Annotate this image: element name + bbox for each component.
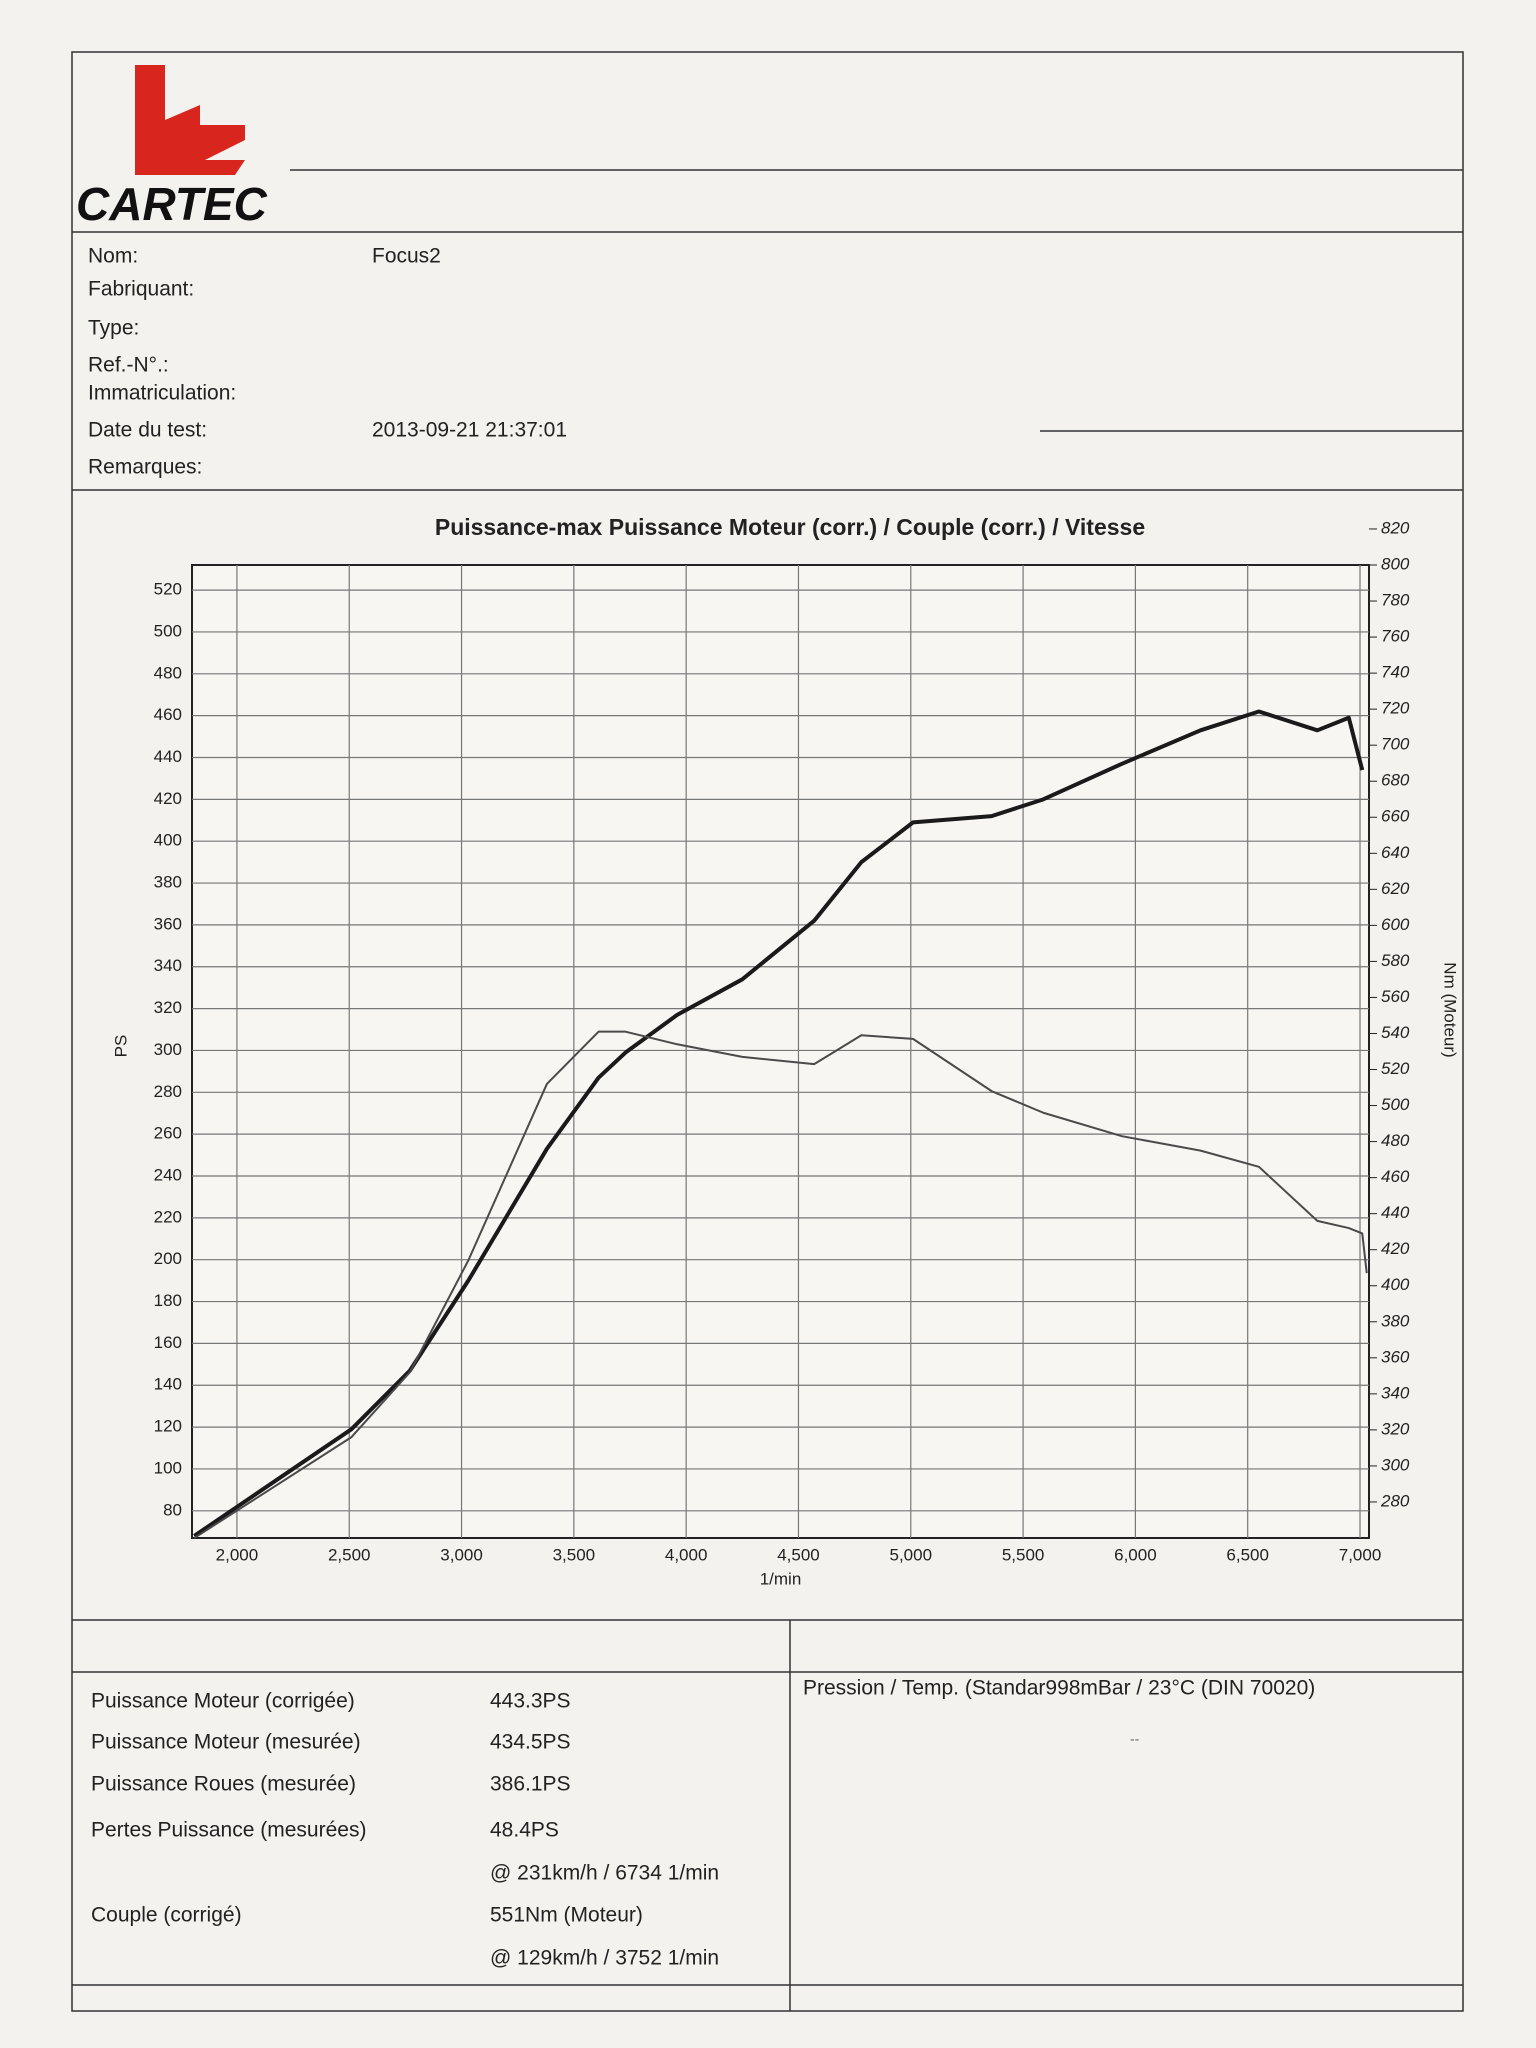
y-axis-label: PS [111, 1035, 130, 1058]
result-label: Puissance Moteur (corrigée) [91, 1690, 355, 1713]
y-tick-label: 440 [154, 747, 182, 766]
y-tick-label: 520 [154, 580, 182, 599]
y2-tick-label: 360 [1381, 1347, 1410, 1366]
y2-tick-label: 400 [1381, 1275, 1410, 1294]
y2-tick-label: 560 [1381, 987, 1410, 1006]
y-tick-label: 280 [154, 1082, 182, 1101]
y2-tick-label: 460 [1381, 1167, 1410, 1186]
y-tick-label: 320 [154, 998, 182, 1017]
y-tick-label: 80 [163, 1500, 182, 1519]
y-tick-label: 400 [154, 831, 182, 850]
logo-text: CARTEC [76, 178, 268, 230]
field-value: Focus2 [372, 245, 441, 268]
x-tick-label: 6,000 [1114, 1545, 1157, 1564]
y2-tick-label: 720 [1381, 699, 1410, 718]
y-tick-label: 360 [154, 914, 182, 933]
y-tick-label: 380 [154, 873, 182, 892]
y-tick-label: 500 [154, 621, 182, 640]
x-tick-label: 2,500 [328, 1545, 371, 1564]
x-axis-label: 1/min [760, 1569, 802, 1588]
y2-tick-label: 680 [1381, 771, 1410, 790]
plot-area [191, 564, 1370, 1539]
y-tick-label: 120 [154, 1417, 182, 1436]
field-label: Remarques: [88, 456, 202, 479]
sheet-border [71, 51, 1464, 2012]
series-line [193, 1030, 1368, 1539]
field-label: Type: [88, 317, 139, 340]
y-tick-label: 240 [154, 1165, 182, 1184]
series-line [193, 709, 1365, 1538]
y2-tick-label: 760 [1381, 627, 1410, 646]
x-tick-label: 3,000 [440, 1545, 483, 1564]
x-tick-label: 7,000 [1339, 1545, 1382, 1564]
result-value: 443.3PS [490, 1690, 571, 1713]
y2-tick-label: 380 [1381, 1311, 1410, 1330]
result-label: Puissance Roues (mesurée) [91, 1773, 356, 1796]
y2-tick-label: 660 [1381, 807, 1410, 826]
field-label: Fabriquant: [88, 278, 194, 301]
x-tick-label: 4,000 [665, 1545, 708, 1564]
y-tick-label: 340 [154, 956, 182, 975]
y2-tick-label: 480 [1381, 1131, 1410, 1150]
x-tick-label: 5,000 [890, 1545, 933, 1564]
y2-tick-label: 780 [1381, 591, 1410, 610]
y2-tick-label: 620 [1381, 879, 1410, 898]
result-value: 551Nm (Moteur) [490, 1904, 643, 1927]
field-label: Immatriculation: [88, 382, 236, 405]
logo-mark [135, 65, 245, 175]
y2-tick-label: 340 [1381, 1383, 1410, 1402]
x-tick-label: 4,500 [777, 1545, 820, 1564]
result-value: @ 129km/h / 3752 1/min [490, 1947, 719, 1970]
y-tick-label: 100 [154, 1458, 182, 1477]
y-tick-label: 260 [154, 1124, 182, 1143]
y2-tick-label: 700 [1381, 735, 1410, 754]
y-tick-label: 160 [154, 1333, 182, 1352]
y2-tick-label: 540 [1381, 1023, 1410, 1042]
y-tick-label: 220 [154, 1207, 182, 1226]
x-tick-label: 3,500 [553, 1545, 596, 1564]
y-tick-label: 180 [154, 1291, 182, 1310]
chart: 2,000 2,500 3,000 3,500 4,000 4,500 5,000 5,500… [111, 518, 1459, 1588]
y2-tick-label: 640 [1381, 843, 1410, 862]
conditions: Pression / Temp. (Standar998mBar / 23°C … [803, 1677, 1315, 1700]
y2-tick-label: 500 [1381, 1095, 1410, 1114]
x-tick-label: 5,500 [1002, 1545, 1045, 1564]
y-tick-label: 420 [154, 789, 182, 808]
result-value: 434.5PS [490, 1731, 571, 1754]
field-value: 2013-09-21 21:37:01 [372, 419, 567, 442]
results: Puissance Moteur (corrigée) 443.3PS Puissa… [91, 1690, 719, 1970]
y-tick-label: 460 [154, 705, 182, 724]
x-tick-label: 6,500 [1226, 1545, 1269, 1564]
result-value: @ 231km/h / 6734 1/min [490, 1862, 719, 1885]
result-label: Couple (corrigé) [91, 1904, 242, 1927]
conditions-note: -- [1130, 1731, 1140, 1747]
y-tick-label: 300 [154, 1040, 182, 1059]
field-label: Nom: [88, 245, 138, 268]
result-label: Pertes Puissance (mesurées) [91, 1819, 366, 1842]
result-value: 48.4PS [490, 1819, 559, 1842]
y-tick-label: 140 [154, 1375, 182, 1394]
y2-axis-label: Nm (Moteur) [1441, 962, 1460, 1057]
y2-tick-label: 520 [1381, 1059, 1410, 1078]
y2-tick-label: 820 [1381, 518, 1410, 537]
y2-tick-label: 800 [1381, 554, 1410, 573]
y2-tick-label: 320 [1381, 1419, 1410, 1438]
y-tick-label: 200 [154, 1249, 182, 1268]
y2-tick-label: 580 [1381, 951, 1410, 970]
chart-title: Puissance-max Puissance Moteur (corr.) /… [435, 514, 1145, 540]
field-label: Date du test: [88, 419, 207, 442]
result-value: 386.1PS [490, 1773, 571, 1796]
field-label: Ref.-N°.: [88, 354, 169, 377]
y2-tick-label: 420 [1381, 1239, 1410, 1258]
y-tick-label: 480 [154, 663, 182, 682]
y2-tick-label: 300 [1381, 1455, 1410, 1474]
y2-tick-label: 280 [1380, 1491, 1410, 1510]
x-tick-label: 2,000 [216, 1545, 259, 1564]
header-fields: Nom: Focus2 Fabriquant: Type: Ref.-N°.: Immat… [88, 245, 567, 479]
y2-tick-label: 440 [1381, 1203, 1410, 1222]
y2-tick-label: 740 [1381, 663, 1410, 682]
result-label: Puissance Moteur (mesurée) [91, 1731, 361, 1754]
y2-tick-label: 600 [1381, 915, 1410, 934]
